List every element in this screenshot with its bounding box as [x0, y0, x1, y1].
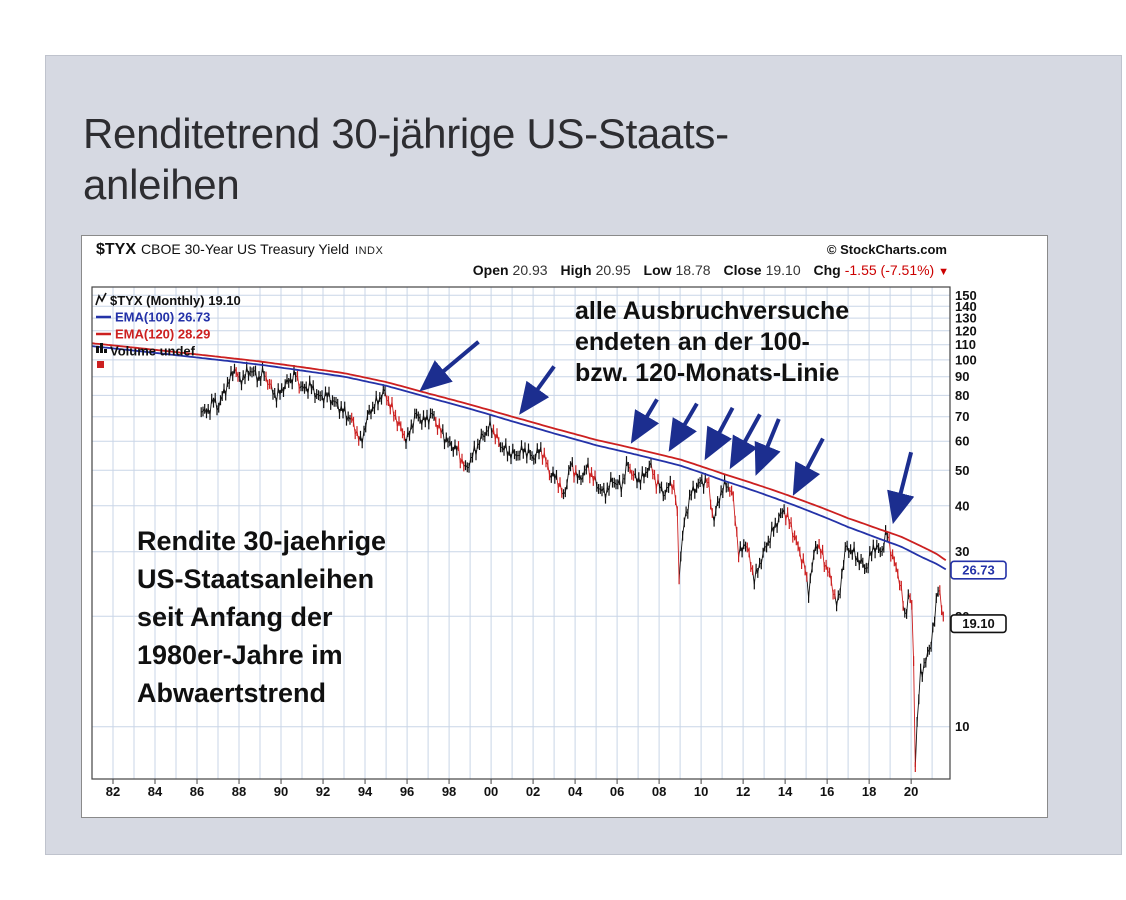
x-tick-label: 08 — [652, 784, 666, 799]
open-value: 20.93 — [512, 262, 548, 278]
open-label: Open — [472, 262, 509, 278]
plot-border — [91, 286, 951, 780]
x-tick-label: 96 — [400, 784, 414, 799]
chg-label: Chg — [813, 262, 841, 278]
y-tick-label: 150 — [955, 288, 977, 303]
y-tick-label: 60 — [955, 434, 969, 449]
grid-lines — [92, 287, 950, 779]
high-value: 20.95 — [595, 262, 631, 278]
page-title-line2: anleihen — [83, 161, 240, 209]
low-value: 18.78 — [675, 262, 711, 278]
stockchart-image: $TYX CBOE 30-Year US Treasury Yield INDX ©… — [81, 235, 1048, 818]
y-tick-label: 90 — [955, 369, 969, 384]
y-tick-label: 50 — [955, 463, 969, 478]
annotation-trend-line1: Rendite 30-jaehrige — [137, 526, 386, 556]
legend-main: $TYX (Monthly) 19.10 — [110, 293, 241, 308]
legend — [95, 292, 111, 368]
price-connector — [201, 366, 939, 768]
x-tick-label: 88 — [232, 784, 246, 799]
exchange-label: INDX — [355, 245, 384, 257]
y-tick-label: 40 — [955, 498, 969, 513]
price-bars — [200, 361, 939, 727]
annotation-trend-line5: Abwaertstrend — [137, 678, 326, 708]
ema100-line — [91, 345, 947, 571]
sharpchart-icon — [95, 292, 107, 306]
chg-down-triangle-icon: ▼ — [938, 266, 949, 278]
annotation-trend-line4: 1980er-Jahre im — [137, 640, 343, 670]
copyright-label: © StockCharts.com — [826, 242, 947, 257]
x-tick-label: 10 — [694, 784, 708, 799]
ema120-line — [91, 342, 947, 562]
close-price-box-text: 19.10 — [962, 616, 995, 631]
treasury-yield-plot: alle Ausbruchversuche endeten an der 100-… — [91, 286, 1007, 799]
annotation-breakout-line2: endeten an der 100- — [575, 328, 810, 356]
chart-header-row: $TYX CBOE 30-Year US Treasury Yield INDX ©… — [82, 241, 1047, 262]
page-title: Renditetrend 30-jährige US-Staats-anleih… — [83, 108, 729, 210]
x-tick-label: 84 — [148, 784, 163, 799]
content-card: Renditetrend 30-jährige US-Staats-anleih… — [45, 55, 1122, 855]
chart-name: CBOE 30-Year US Treasury Yield — [141, 241, 350, 257]
y-tick-label: 110 — [955, 337, 976, 352]
price-bars-down — [235, 367, 944, 772]
x-tick-label: 98 — [442, 784, 456, 799]
y-tick-label: 100 — [955, 352, 977, 367]
x-tick-label: 94 — [358, 784, 373, 799]
x-tick-label: 20 — [904, 784, 918, 799]
y-tick-label: 130 — [955, 311, 977, 326]
y-tick-label: 80 — [955, 388, 969, 403]
x-tick-label: 86 — [190, 784, 204, 799]
low-label: Low — [643, 262, 672, 278]
close-value: 19.10 — [765, 262, 801, 278]
y-tick-label: 120 — [955, 323, 977, 338]
high-label: High — [560, 262, 592, 278]
x-tick-label: 06 — [610, 784, 624, 799]
x-tick-label: 90 — [274, 784, 288, 799]
close-price-box — [950, 614, 1007, 634]
y-tick-label: 10 — [955, 719, 969, 734]
volume-bar-stub — [97, 361, 104, 368]
volume-icon — [96, 346, 99, 353]
x-tick-label: 82 — [106, 784, 120, 799]
chart-header-left: $TYX CBOE 30-Year US Treasury Yield INDX — [96, 241, 383, 259]
ohlc-row: Open 20.93 High 20.95 Low 18.78 Close 19.10 … — [82, 262, 1047, 283]
x-tick-label: 18 — [862, 784, 876, 799]
ema100-price-box — [950, 560, 1007, 580]
x-tick-label: 04 — [568, 784, 583, 799]
x-tick-label: 02 — [526, 784, 540, 799]
close-label: Close — [723, 262, 762, 278]
legend-volume: Volume undef — [110, 344, 196, 359]
legend-ema120: EMA(120) 28.29 — [115, 327, 210, 342]
annotation-trend-line3: seit Anfang der — [137, 602, 333, 632]
annotation-breakout-line1: alle Ausbruchversuche — [575, 297, 849, 325]
x-tick-label: 92 — [316, 784, 330, 799]
annotation-breakout-line3: bzw. 120-Monats-Linie — [575, 359, 839, 387]
ticker-symbol: $TYX — [96, 241, 137, 258]
price-connector-down — [234, 368, 944, 768]
ema100-price-box-text: 26.73 — [962, 563, 995, 578]
x-tick-label: 00 — [484, 784, 498, 799]
legend-ema100: EMA(100) 26.73 — [115, 310, 210, 325]
page-title-line1: Renditetrend 30-jährige US-Staats- — [83, 110, 729, 158]
y-tick-label: 30 — [955, 544, 969, 559]
y-tick-label: 70 — [955, 409, 969, 424]
y-tick-label: 140 — [955, 299, 977, 314]
x-tick-label: 16 — [820, 784, 834, 799]
breakout-arrows — [419, 340, 915, 525]
annotation-trend-line2: US-Staatsanleihen — [137, 564, 374, 594]
chg-value: -1.55 (-7.51%) — [844, 262, 935, 278]
x-tick-label: 12 — [736, 784, 750, 799]
x-tick-label: 14 — [778, 784, 793, 799]
